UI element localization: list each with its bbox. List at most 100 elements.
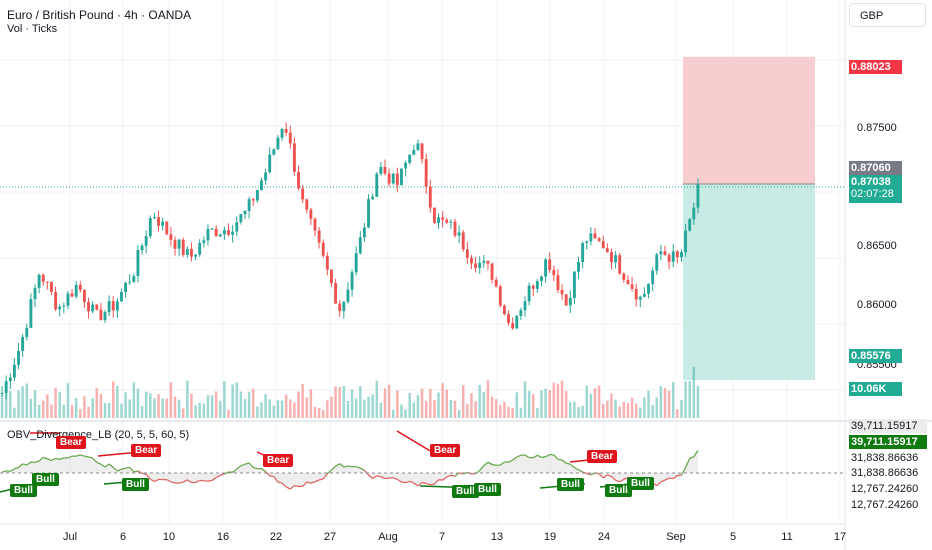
obv-line-segment xyxy=(248,462,254,468)
volume-bar xyxy=(560,380,564,418)
candle-body xyxy=(675,251,679,258)
obv-line-segment xyxy=(442,476,448,481)
candle-body xyxy=(309,209,313,219)
last-price-value: 0.87038 xyxy=(851,176,891,188)
obv-line-segment xyxy=(244,462,250,465)
volume-indicator-label[interactable]: Vol · Ticks xyxy=(7,23,58,35)
symbol-title[interactable]: Euro / British Pound · 4h · OANDA xyxy=(7,8,192,22)
volume-bar xyxy=(396,390,399,418)
last-price-tag: 0.87038 02:07:28 xyxy=(849,175,902,203)
obv-line-segment xyxy=(607,474,612,477)
currency-button[interactable]: GBP xyxy=(849,3,926,27)
candle-body xyxy=(449,221,453,223)
volume-bar xyxy=(334,386,337,418)
volume-bar xyxy=(569,402,572,418)
volume-bar xyxy=(107,403,111,418)
candle-body xyxy=(642,293,646,297)
obv-line-segment xyxy=(425,482,431,486)
time-tick: 7 xyxy=(438,531,446,543)
obv-line-segment xyxy=(51,457,56,462)
volume-bar xyxy=(359,386,362,418)
volume-bar xyxy=(272,405,276,418)
obv-line-segment xyxy=(611,475,617,481)
volume-bar xyxy=(227,409,230,418)
candle-body xyxy=(268,154,272,173)
volume-bar xyxy=(466,403,469,418)
obv-line-segment xyxy=(347,465,353,468)
candle-body xyxy=(272,149,276,155)
candle-body xyxy=(659,251,663,255)
volume-bar xyxy=(634,403,638,418)
obv-line-segment xyxy=(672,475,678,480)
candle-body xyxy=(243,210,247,215)
volume-bar xyxy=(350,389,354,418)
candle-body xyxy=(568,298,572,306)
volume-bar xyxy=(494,399,498,418)
candle-body xyxy=(465,249,469,258)
obv-line-segment xyxy=(557,458,563,461)
volume-bar xyxy=(342,386,346,418)
obv-line-segment xyxy=(285,486,291,490)
obv-line-segment xyxy=(541,456,546,459)
volume-bar xyxy=(33,390,37,418)
candle-body xyxy=(498,286,502,306)
volume-bar xyxy=(280,400,284,418)
volume-bar xyxy=(651,404,654,418)
obv-line-segment xyxy=(680,467,687,476)
candle-body xyxy=(634,288,638,300)
candle-body xyxy=(251,199,255,201)
volume-bar xyxy=(144,391,148,418)
volume-bar xyxy=(626,403,630,418)
candle-body xyxy=(610,251,613,263)
obv-line-segment xyxy=(211,477,217,481)
position-stop-zone[interactable] xyxy=(683,184,815,381)
volume-bar xyxy=(511,407,514,418)
volume-bar xyxy=(639,407,642,418)
volume-bar xyxy=(260,402,263,418)
volume-bar xyxy=(449,399,453,418)
volume-bar xyxy=(276,400,280,418)
volume-bar xyxy=(223,381,226,418)
candle-body xyxy=(124,282,128,292)
volume-bar xyxy=(433,400,436,418)
obv-line-segment xyxy=(537,454,542,459)
obv-line-segment xyxy=(55,457,60,461)
candle-body xyxy=(482,260,486,263)
candle-body xyxy=(91,304,95,312)
volume-bar xyxy=(219,400,222,418)
volume-bar xyxy=(548,390,551,418)
obv-axis-value: 31,838.86636 xyxy=(849,466,927,480)
candle-body xyxy=(276,137,280,150)
candle-body xyxy=(82,289,86,303)
volume-bar xyxy=(527,391,531,418)
obv-line-segment xyxy=(154,478,159,483)
obv-line-segment xyxy=(59,457,65,461)
position-target-zone[interactable] xyxy=(683,56,815,185)
candle-body xyxy=(589,233,593,242)
bull-label: Bull xyxy=(627,477,654,490)
obv-line-segment xyxy=(117,468,122,472)
candle-body xyxy=(87,302,90,312)
volume-bar xyxy=(556,383,560,418)
volume-bar xyxy=(74,397,78,418)
volume-bar xyxy=(202,403,206,418)
indicator-title[interactable]: OBV_Divergence_LB (20, 5, 5, 60, 5) xyxy=(7,429,190,441)
volume-bar xyxy=(552,382,556,418)
candle-body xyxy=(346,289,350,302)
candle-body xyxy=(585,241,589,244)
candle-body xyxy=(185,249,189,255)
obv-line-segment xyxy=(553,454,559,460)
volume-bar xyxy=(194,405,197,418)
bull-label: Bull xyxy=(10,484,37,497)
candle-body xyxy=(177,239,181,249)
obv-line-segment xyxy=(75,454,81,457)
volume-bar xyxy=(91,398,94,418)
volume-bar xyxy=(482,392,486,418)
candle-body xyxy=(453,221,457,236)
candle-body xyxy=(190,249,193,257)
volume-bar xyxy=(293,402,296,418)
candle-body xyxy=(70,293,74,297)
candle-body xyxy=(107,301,111,313)
candle-body xyxy=(25,327,29,337)
